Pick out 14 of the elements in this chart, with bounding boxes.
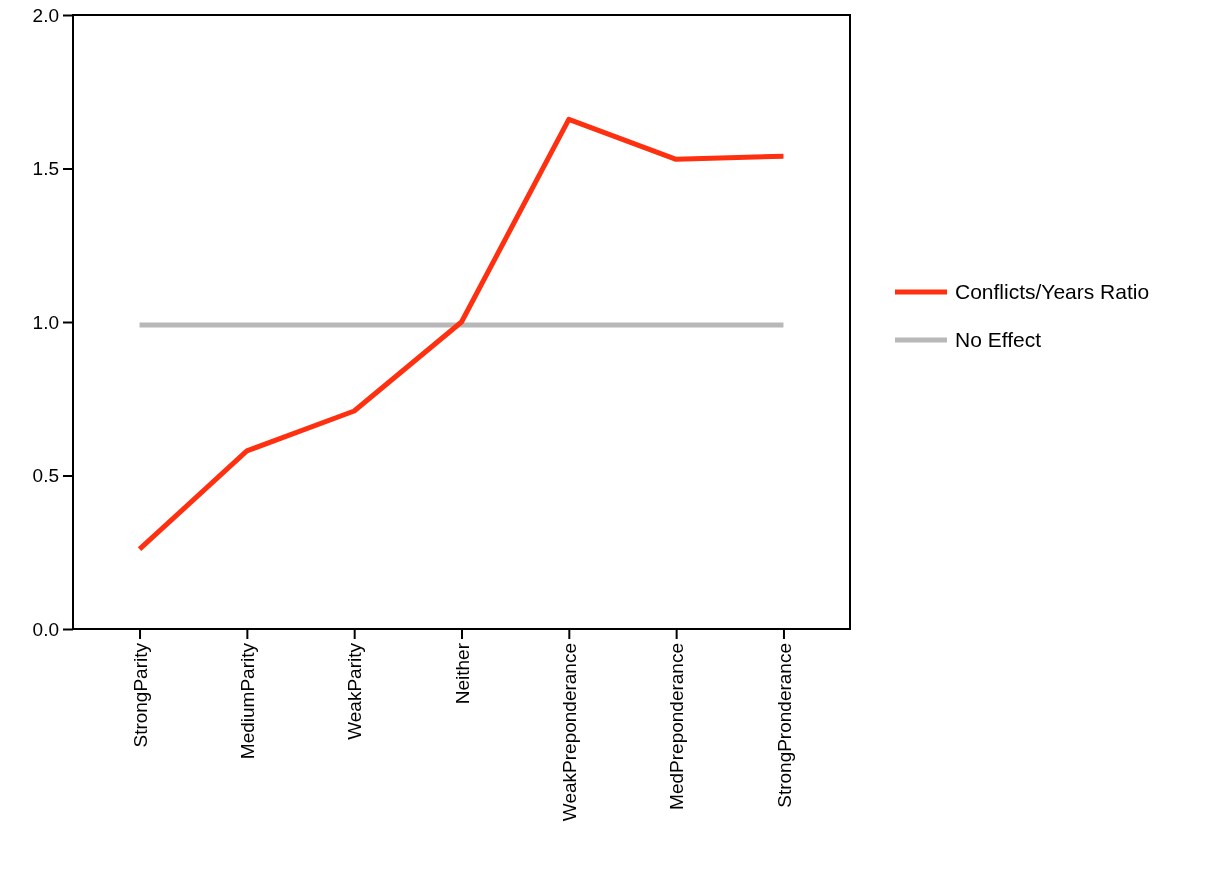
y-tick-label: 1.5 bbox=[32, 158, 59, 180]
x-tick-label: MedPreponderance bbox=[666, 643, 688, 810]
x-tick-label: StrongParity bbox=[129, 642, 151, 748]
x-tick-label: StrongPronderance bbox=[773, 643, 795, 808]
x-tick-label: WeakParity bbox=[344, 642, 366, 740]
legend-label: No Effect bbox=[955, 328, 1042, 352]
x-tick-label: Neither bbox=[451, 642, 473, 705]
x-tick-label: WeakPreponderance bbox=[558, 643, 580, 822]
legend-label: Conflicts/Years Ratio bbox=[955, 280, 1150, 304]
y-tick-label: 0.5 bbox=[32, 465, 59, 487]
y-tick-label: 0.0 bbox=[32, 618, 59, 640]
y-tick-label: 2.0 bbox=[32, 4, 59, 26]
y-tick-label: 1.0 bbox=[32, 311, 59, 333]
x-tick-label: MediumParity bbox=[237, 642, 259, 760]
